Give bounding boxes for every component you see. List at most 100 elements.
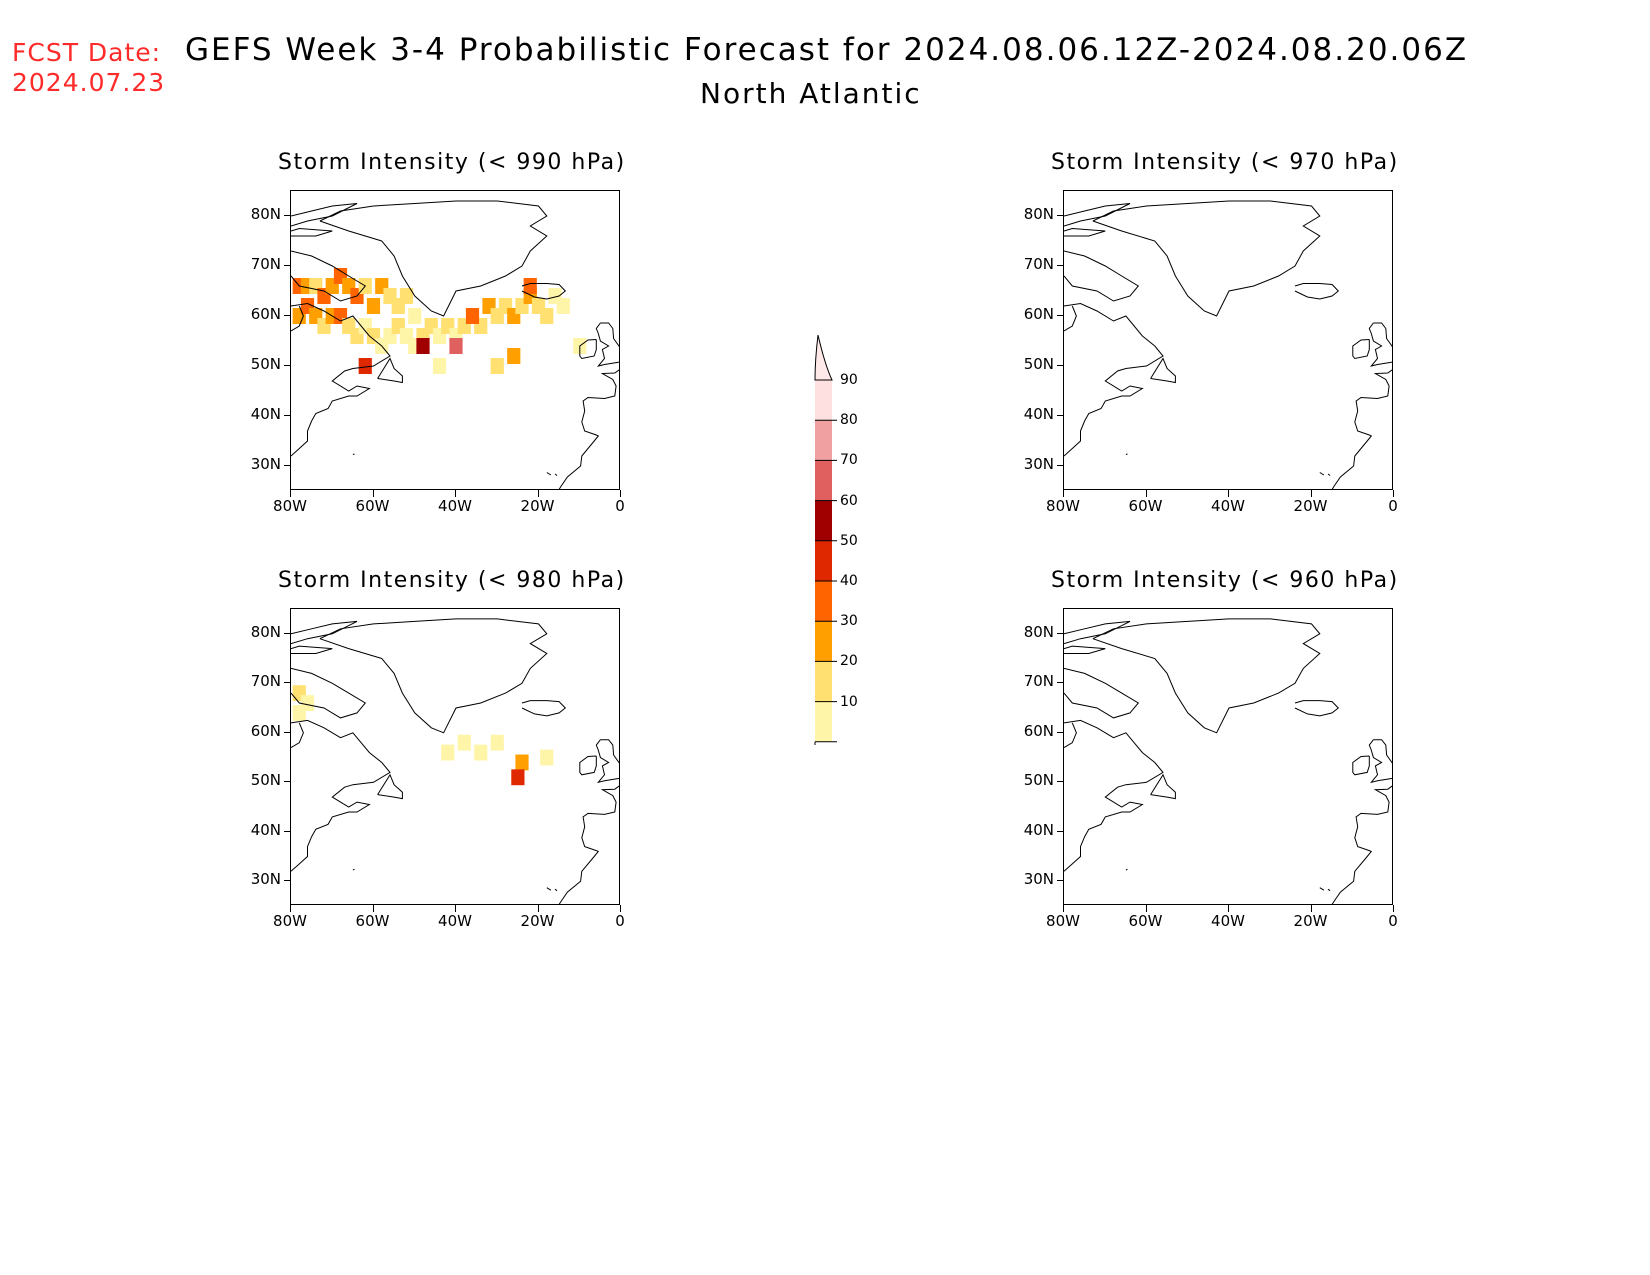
map-canvas xyxy=(291,200,619,489)
probability-cell xyxy=(408,308,422,324)
lon-tick xyxy=(1145,490,1147,497)
lon-tick xyxy=(455,490,456,497)
lon-tick xyxy=(1310,905,1312,912)
lon-tick-label: 40W xyxy=(438,497,472,515)
lat-tick xyxy=(284,315,291,316)
coastline xyxy=(1331,785,1392,904)
probability-cell xyxy=(416,338,430,354)
fcst-date-value: 2024.07.23 xyxy=(12,68,166,97)
lat-tick-label: 30N xyxy=(1023,870,1054,889)
lat-tick-label: 50N xyxy=(1023,771,1054,790)
coastline xyxy=(558,785,619,904)
coastline xyxy=(1092,200,1321,317)
coastline xyxy=(1064,645,1106,654)
lat-tick xyxy=(1057,830,1064,832)
colorbar-swatch xyxy=(815,661,832,702)
lon-tick xyxy=(372,490,374,497)
lon-tick-label: 20W xyxy=(1293,912,1328,930)
map-canvas xyxy=(291,618,619,904)
coastline xyxy=(1150,773,1176,800)
map-frame xyxy=(290,190,620,490)
page-subtitle: North Atlantic xyxy=(700,77,922,110)
colorbar-swatch xyxy=(815,540,832,581)
coastline xyxy=(1064,227,1106,237)
coastline xyxy=(291,203,358,227)
lat-tick-label: 40N xyxy=(250,405,281,423)
coastline xyxy=(291,719,391,872)
lon-tick xyxy=(290,490,291,497)
colorbar-svg xyxy=(814,334,837,787)
map-canvas xyxy=(1064,200,1392,489)
lat-tick-label: 70N xyxy=(1023,672,1054,691)
coastline xyxy=(521,283,567,300)
colorbar-swatch xyxy=(815,380,832,421)
lat-tick xyxy=(284,682,291,684)
lon-tick xyxy=(537,905,539,912)
coastline xyxy=(291,722,304,749)
coastline xyxy=(1064,305,1077,332)
lat-tick xyxy=(284,781,291,783)
colorbar: 90 80 70 60 50 40 30 20 10 xyxy=(810,334,880,787)
map-frame xyxy=(290,608,620,905)
lat-tick xyxy=(284,215,291,216)
colorbar-swatch xyxy=(815,460,832,501)
lat-tick xyxy=(1057,315,1064,316)
colorbar-label: 50 xyxy=(840,532,858,549)
lat-tick-label: 30N xyxy=(250,455,281,473)
lat-tick-label: 40N xyxy=(250,820,281,839)
coastline xyxy=(579,339,597,360)
lat-tick xyxy=(1057,265,1064,266)
lon-tick xyxy=(537,490,539,497)
lat-tick-label: 80N xyxy=(250,205,281,223)
page-title: GEFS Week 3-4 Probabilistic Forecast for… xyxy=(185,32,1469,68)
coastline xyxy=(1327,473,1331,476)
lat-tick-label: 40N xyxy=(1023,405,1054,423)
coastline xyxy=(1331,369,1392,489)
lat-tick-label: 50N xyxy=(1023,355,1054,373)
lon-tick-label: 80W xyxy=(1046,912,1080,930)
colorbar-swatch xyxy=(815,621,832,662)
probability-cell xyxy=(490,358,504,374)
coastline xyxy=(554,888,558,892)
coastline xyxy=(352,453,355,455)
probability-cell xyxy=(358,358,372,374)
coastline xyxy=(291,645,333,654)
lon-tick xyxy=(372,905,374,912)
coastline xyxy=(558,369,619,489)
lon-tick xyxy=(1228,490,1229,497)
coastline xyxy=(1064,203,1131,227)
lon-tick xyxy=(1063,490,1064,497)
lat-tick xyxy=(1057,632,1064,634)
panel-title: Storm Intensity (< 960 hPa) xyxy=(1051,568,1399,593)
probability-cell xyxy=(432,358,447,374)
lat-tick-label: 70N xyxy=(1023,255,1054,273)
lon-tick-label: 20W xyxy=(520,497,555,515)
coastline xyxy=(291,250,367,302)
coastline xyxy=(1064,302,1164,457)
lon-tick xyxy=(620,905,621,912)
lat-tick-label: 30N xyxy=(250,870,281,889)
lat-tick xyxy=(1057,415,1064,416)
probability-cell xyxy=(515,754,529,771)
lat-tick xyxy=(284,731,291,733)
coastline xyxy=(1064,620,1131,645)
lat-tick-label: 60N xyxy=(1023,721,1054,740)
lon-tick-label: 0 xyxy=(1388,497,1398,515)
probability-cell xyxy=(457,734,471,751)
probability-cell xyxy=(441,744,455,761)
lon-tick-label: 60W xyxy=(355,912,390,930)
map-frame xyxy=(1063,190,1393,490)
map-canvas xyxy=(1064,618,1392,904)
lat-tick xyxy=(284,632,291,634)
lat-tick xyxy=(284,415,291,416)
lat-tick xyxy=(1057,880,1064,882)
lat-tick-label: 30N xyxy=(1023,455,1054,473)
lat-tick-label: 50N xyxy=(250,355,281,373)
lon-tick-label: 0 xyxy=(1388,912,1398,930)
coastline xyxy=(579,755,597,776)
coastline xyxy=(1352,339,1370,360)
coastline xyxy=(1125,868,1128,871)
colorbar-label: 80 xyxy=(840,412,858,429)
coastline xyxy=(1352,755,1370,776)
coastline xyxy=(291,667,367,719)
